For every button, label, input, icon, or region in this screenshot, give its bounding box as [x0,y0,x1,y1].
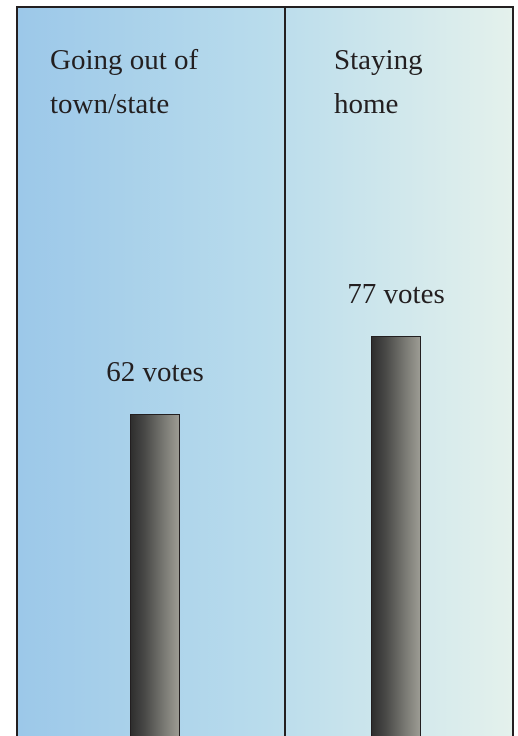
category-label-going-out: Going out of town/state [50,44,199,120]
bar-going-out [130,414,180,736]
bar-chart: Going out of town/state Staying home 62 vo… [16,6,514,736]
value-label-staying-home: 77 votes [347,278,445,311]
value-label-going-out: 62 votes [106,356,204,389]
category-label-staying-home: Staying home [334,44,423,120]
bar-staying-home [371,336,421,736]
category-divider [284,8,286,736]
